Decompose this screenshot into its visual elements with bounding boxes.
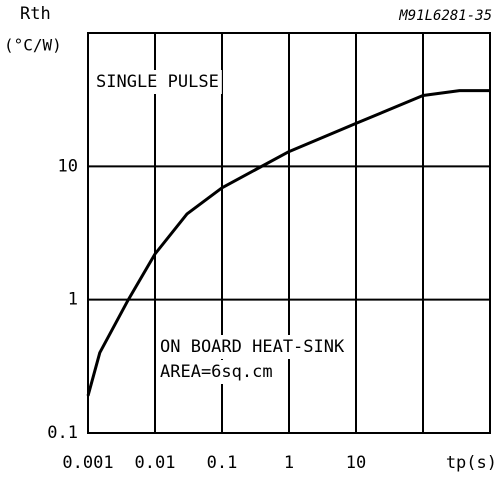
- chart-title: M91L6281-35: [398, 8, 492, 24]
- y-tick-label: 0.1: [47, 423, 78, 443]
- line-series: [86, 89, 490, 397]
- y-tick-label: 1: [68, 290, 78, 310]
- x-tick-label: 0.1: [207, 453, 238, 473]
- y-axis-name: Rth: [20, 4, 51, 24]
- x-axis-label: tp(s): [446, 453, 497, 473]
- annotation-bg: [93, 70, 222, 94]
- annotation: ON BOARD HEAT-SINK: [160, 337, 345, 357]
- y-tick-label: 10: [58, 156, 78, 176]
- annotation: SINGLE PULSE: [96, 72, 219, 92]
- annotation: AREA=6sq.cm: [160, 362, 273, 382]
- x-tick-label: 0.001: [62, 453, 113, 473]
- annotation-bg: [157, 360, 276, 384]
- x-tick-label: 0.01: [135, 453, 176, 473]
- x-tick-label: 1: [284, 453, 294, 473]
- x-tick-label: 10: [346, 453, 366, 473]
- y-axis-unit: (°C/W): [4, 36, 62, 55]
- annotation-bg: [157, 335, 348, 359]
- plot-frame: [87, 32, 491, 434]
